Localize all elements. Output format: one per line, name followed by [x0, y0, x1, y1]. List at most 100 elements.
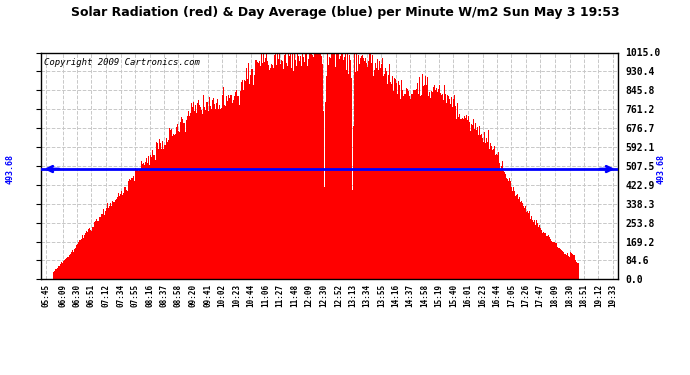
Bar: [62, 263, 63, 279]
Bar: [557, 247, 558, 279]
Bar: [115, 201, 116, 279]
Bar: [215, 109, 216, 279]
Bar: [513, 187, 514, 279]
Bar: [313, 57, 314, 279]
Bar: [555, 245, 556, 279]
Bar: [394, 78, 395, 279]
Bar: [545, 236, 546, 279]
Bar: [442, 94, 443, 279]
Bar: [526, 212, 527, 279]
Bar: [237, 82, 238, 279]
Bar: [120, 195, 121, 279]
Bar: [505, 174, 506, 279]
Bar: [292, 61, 293, 279]
Bar: [318, 53, 319, 279]
Bar: [519, 197, 520, 279]
Bar: [89, 228, 90, 279]
Bar: [252, 69, 253, 279]
Bar: [183, 123, 184, 279]
Bar: [562, 251, 563, 279]
Bar: [460, 119, 461, 279]
Bar: [574, 255, 575, 279]
Bar: [263, 57, 264, 279]
Bar: [392, 76, 393, 279]
Bar: [72, 250, 73, 279]
Bar: [288, 53, 289, 279]
Bar: [193, 102, 194, 279]
Bar: [388, 75, 389, 279]
Bar: [333, 53, 334, 279]
Bar: [340, 56, 341, 279]
Bar: [196, 113, 197, 279]
Bar: [366, 57, 367, 279]
Bar: [342, 53, 343, 279]
Bar: [294, 67, 295, 279]
Bar: [257, 62, 258, 279]
Bar: [178, 131, 179, 279]
Bar: [322, 64, 323, 279]
Bar: [234, 94, 235, 279]
Bar: [184, 123, 185, 279]
Bar: [262, 63, 263, 279]
Bar: [515, 198, 516, 279]
Bar: [217, 99, 218, 279]
Bar: [497, 164, 498, 279]
Bar: [139, 170, 140, 279]
Bar: [86, 231, 87, 279]
Bar: [517, 194, 518, 279]
Text: 493.68: 493.68: [656, 154, 665, 184]
Bar: [421, 85, 422, 279]
Bar: [362, 55, 363, 279]
Bar: [346, 70, 347, 279]
Bar: [143, 167, 144, 279]
Bar: [438, 89, 439, 279]
Bar: [571, 252, 572, 279]
Bar: [486, 129, 487, 279]
Bar: [344, 57, 345, 279]
Bar: [114, 202, 115, 279]
Bar: [441, 96, 442, 279]
Bar: [225, 106, 226, 279]
Bar: [297, 53, 298, 279]
Bar: [321, 53, 322, 279]
Bar: [268, 59, 269, 279]
Text: 493.68: 493.68: [6, 154, 14, 184]
Bar: [265, 68, 266, 279]
Bar: [241, 87, 242, 279]
Bar: [516, 195, 517, 279]
Bar: [320, 53, 321, 279]
Bar: [209, 97, 210, 279]
Bar: [312, 55, 313, 279]
Bar: [496, 154, 497, 279]
Bar: [291, 68, 292, 279]
Bar: [174, 133, 175, 279]
Bar: [179, 117, 180, 279]
Bar: [349, 55, 350, 279]
Bar: [406, 88, 407, 279]
Bar: [354, 96, 355, 279]
Bar: [157, 143, 158, 279]
Bar: [553, 243, 554, 279]
Bar: [459, 114, 460, 279]
Bar: [327, 63, 328, 279]
Bar: [417, 84, 418, 279]
Bar: [220, 109, 221, 279]
Bar: [380, 68, 381, 279]
Bar: [242, 80, 243, 279]
Bar: [525, 206, 526, 279]
Bar: [83, 238, 84, 279]
Bar: [498, 152, 499, 279]
Bar: [493, 149, 494, 279]
Bar: [283, 69, 284, 279]
Bar: [185, 132, 186, 279]
Bar: [285, 53, 286, 279]
Bar: [402, 90, 403, 279]
Bar: [270, 53, 271, 279]
Bar: [387, 84, 388, 279]
Bar: [435, 90, 436, 279]
Bar: [461, 119, 462, 279]
Bar: [167, 142, 168, 279]
Bar: [451, 97, 452, 279]
Bar: [398, 81, 399, 279]
Bar: [188, 111, 189, 279]
